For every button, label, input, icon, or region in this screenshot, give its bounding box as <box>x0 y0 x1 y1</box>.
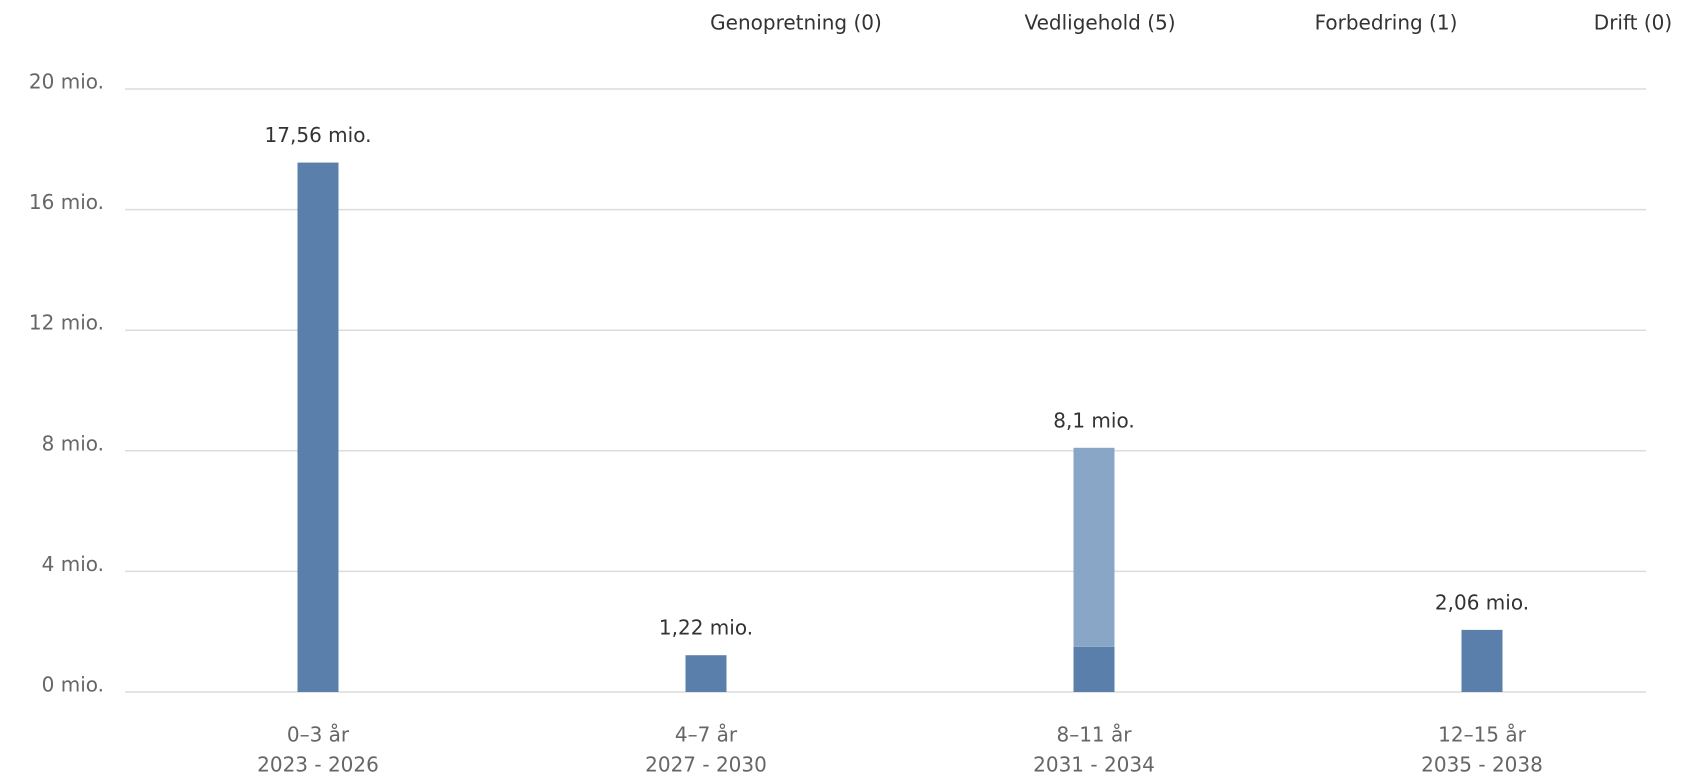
total-label: 17,56 mio. <box>265 123 372 147</box>
x-tick-label: 2031 - 2034 <box>1033 753 1155 777</box>
x-tick-label: 8–11 år <box>1056 723 1132 747</box>
bar-segment <box>1073 447 1115 647</box>
bar-segment <box>685 655 727 692</box>
legend-entry: Vedligehold (5) <box>1024 11 1175 35</box>
y-tick-label: 0 mio. <box>42 673 104 697</box>
x-tick-label: 2023 - 2026 <box>257 753 379 777</box>
total-label: 1,22 mio. <box>659 616 753 640</box>
bar-segment <box>297 162 339 693</box>
y-tick-label: 20 mio. <box>29 70 104 94</box>
y-tick-label: 4 mio. <box>42 552 104 576</box>
x-tick-label: 0–3 år <box>287 723 350 747</box>
bar-segment <box>1073 646 1115 692</box>
y-tick-label: 12 mio. <box>29 311 104 335</box>
x-tick-label: 2035 - 2038 <box>1421 753 1543 777</box>
y-tick-label: 16 mio. <box>29 190 104 214</box>
legend-entry: Forbedring (1) <box>1315 11 1458 35</box>
total-label: 8,1 mio. <box>1053 408 1134 432</box>
legend-entry: Drift (0) <box>1594 11 1672 35</box>
y-tick-label: 8 mio. <box>42 431 104 455</box>
x-tick-label: 12–15 år <box>1438 723 1527 747</box>
bar-segment <box>1461 629 1503 692</box>
legend-entry: Genopretning (0) <box>710 11 882 35</box>
x-tick-label: 2027 - 2030 <box>645 753 767 777</box>
x-tick-label: 4–7 år <box>675 723 738 747</box>
total-label: 2,06 mio. <box>1435 590 1529 614</box>
